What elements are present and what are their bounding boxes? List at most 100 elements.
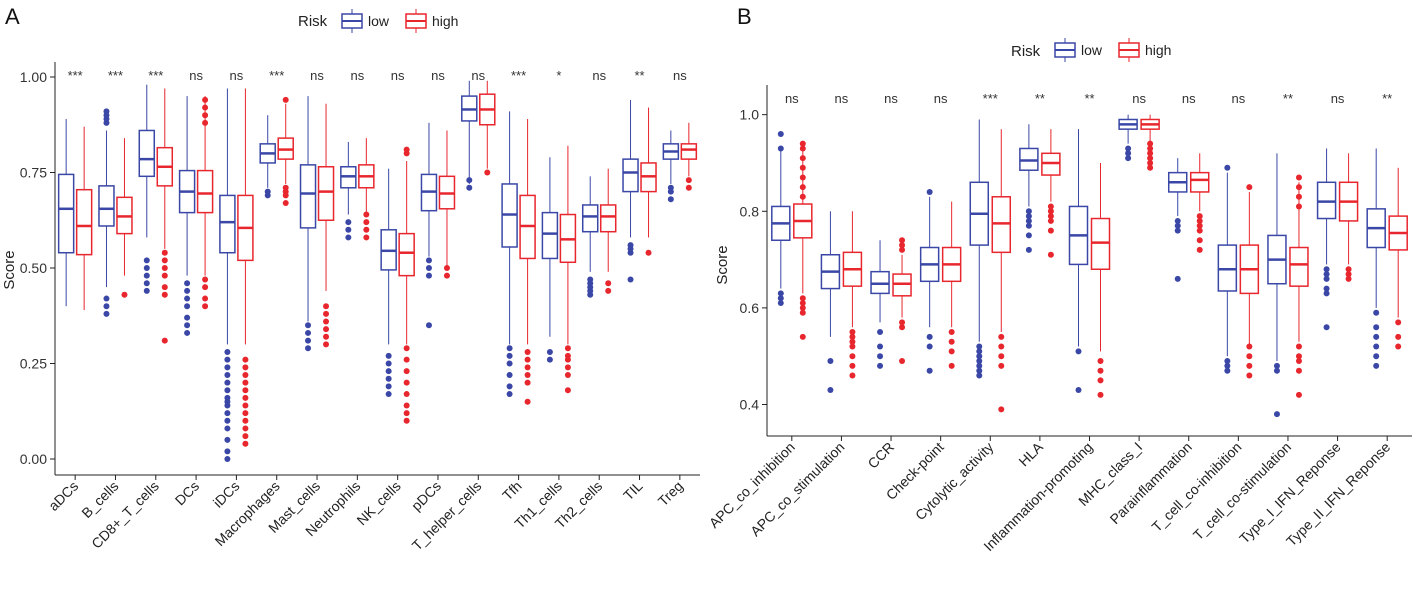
outlier-point [926,188,933,195]
outlier-point [1147,159,1154,166]
outlier-point [242,387,249,394]
outlier-point [1025,217,1032,224]
outlier-point [224,371,231,378]
significance-label: ** [1382,91,1392,106]
outlier-point [1224,367,1231,374]
x-tick-label: aDCs [45,478,81,514]
significance-label: *** [148,68,163,83]
outlier-point [1323,324,1330,331]
outlier-point [524,398,531,405]
outlier-point [403,368,410,375]
outlier-point [976,343,983,350]
x-tick-label: TIL [620,478,646,504]
outlier-point [1295,358,1302,365]
outlier-point [506,383,513,390]
outlier-point [103,108,110,115]
box-iqr [299,164,317,229]
outlier-point [777,145,784,152]
outlier-point [1147,164,1154,171]
outlier-point [799,309,806,316]
significance-label: ** [1084,91,1094,106]
box-low-NK_cells [380,168,397,398]
outlier-point [1295,203,1302,210]
outlier-point [777,290,784,297]
outlier-point [564,352,571,359]
outlier-point [926,333,933,340]
outlier-point [1125,150,1132,157]
outlier-point [976,367,983,374]
outlier-point [1224,358,1231,365]
significance-label: ns [592,68,606,83]
outlier-point [202,112,209,119]
outlier-point [305,345,312,352]
significance-label: ns [884,91,898,106]
outlier-point [403,146,410,153]
outlier-point [202,276,209,283]
outlier-point [1373,353,1380,360]
y-tick-label: 0.50 [20,260,47,276]
outlier-point [403,356,410,363]
box-high-Tfh [519,119,536,405]
outlier-point [1323,266,1330,273]
outlier-point [403,402,410,409]
x-tick-label: T_cell_co-inhibition [1148,439,1244,535]
x-tick-label: pDCs [408,478,444,514]
outlier-point [1246,184,1253,191]
outlier-point [224,387,231,394]
outlier-point [242,356,249,363]
outlier-point [1323,275,1330,282]
outlier-point [899,242,906,249]
outlier-point [425,265,432,271]
outlier-point [1025,222,1032,229]
legend-low-label: low [368,13,390,29]
panel-b: B Risk low high Score 0.4 0.6 0.8 1.0 APC_co_… [706,4,1412,554]
outlier-point [242,417,249,424]
outlier-point [976,358,983,365]
outlier-point [224,394,231,401]
box-high-pDCs [438,130,456,279]
outlier-point [1345,275,1352,282]
outlier-point [899,324,906,331]
outlier-point [1196,227,1203,234]
outlier-point [184,314,191,321]
outlier-point [524,364,531,371]
box-high-T_cell_co-stimulation [1289,174,1309,398]
significance-label: ns [1231,91,1245,106]
outlier-point [524,356,531,363]
box-low-Cytolytic_activity [969,119,990,379]
outlier-point [645,249,652,256]
outlier-point [827,387,834,394]
outlier-point [1047,203,1054,210]
box-iqr [398,232,415,277]
outlier-point [305,337,312,344]
outlier-point [161,249,168,256]
outlier-point [143,272,150,279]
outlier-point [103,295,110,302]
significance-label: ns [1182,91,1196,106]
outlier-point [1224,362,1231,369]
box-low-aDCs [57,119,75,307]
outlier-point [948,362,955,369]
box-low-Th1_cells [541,157,559,363]
box-low-Parainflammation [1167,158,1188,282]
outlier-point [363,219,370,226]
outlier-point [224,425,231,432]
outlier-point [202,284,209,291]
outlier-point [1196,213,1203,220]
significance-label: ns [310,68,324,83]
panel-b-letter: B [737,4,752,29]
panel-b-legend-items: low high [1054,38,1171,62]
outlier-point [242,394,249,401]
outlier-point [143,265,150,271]
outlier-point [1295,193,1302,200]
outlier-point [587,276,594,283]
box-low-MHC_class_I [1118,114,1138,162]
outlier-point [323,303,330,310]
outlier-point [685,177,692,184]
box-high-CCR [892,237,912,365]
box-iqr [581,204,599,233]
outlier-point [685,184,692,191]
outlier-point [948,348,955,355]
box-low-APC_co_stimulation [820,211,841,394]
outlier-point [976,353,983,360]
